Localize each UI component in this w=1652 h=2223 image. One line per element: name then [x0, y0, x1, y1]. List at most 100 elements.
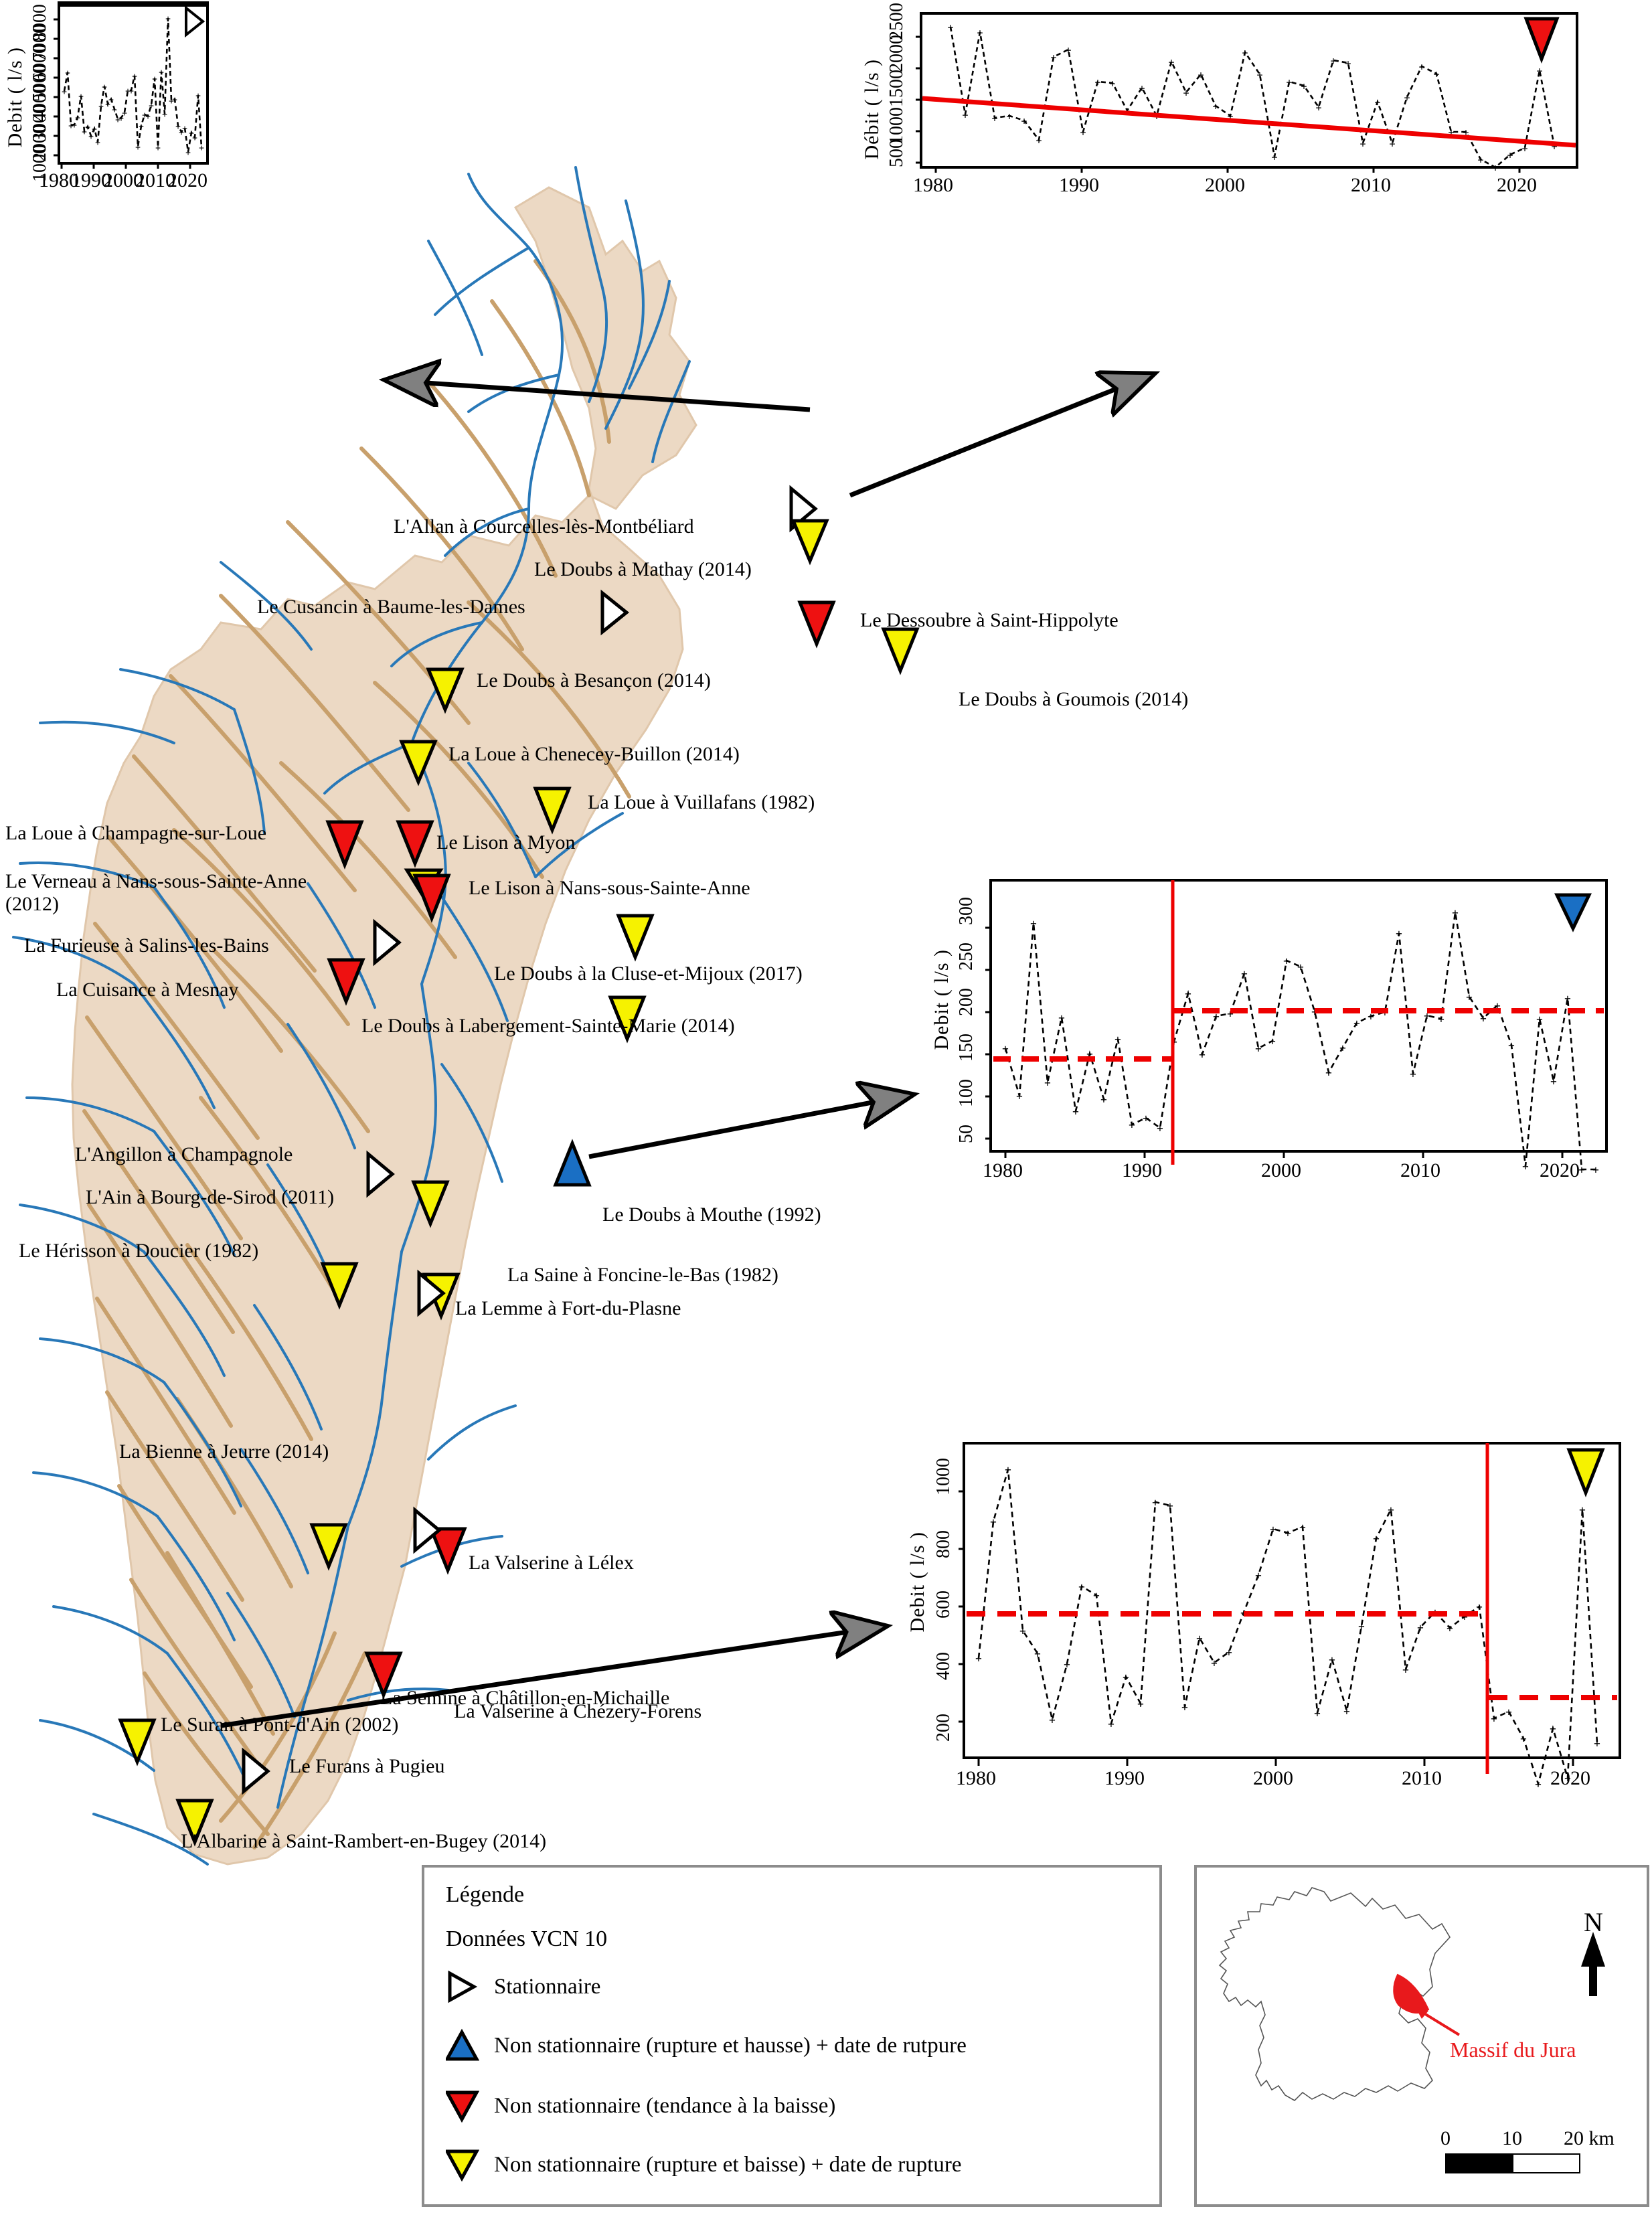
legend-item-stationnaire[interactable]: Stationnaire [446, 1969, 600, 2004]
svg-text:+: + [1402, 1663, 1409, 1676]
svg-text:+: + [977, 27, 983, 39]
svg-text:+: + [72, 120, 77, 131]
svg-text:+: + [1301, 80, 1307, 92]
svg-text:+: + [1466, 991, 1473, 1003]
svg-text:+: + [1564, 1772, 1571, 1785]
marker-doubs-goumois [881, 627, 920, 675]
svg-text:+: + [1521, 143, 1527, 155]
svg-text:+: + [1448, 127, 1454, 139]
svg-text:+: + [1447, 1622, 1453, 1635]
svg-text:+: + [1005, 1463, 1011, 1476]
svg-text:+: + [1535, 1778, 1542, 1791]
chart1-series [63, 17, 203, 153]
svg-text:+: + [139, 122, 144, 132]
station-label-doubs-besancon: Le Doubs à Besançon (2014) [477, 669, 711, 691]
svg-text:+: + [1507, 149, 1513, 161]
svg-text:+: + [1255, 1042, 1262, 1055]
svg-text:+: + [1181, 1701, 1188, 1714]
legend-item-tendance-baisse[interactable]: Non stationnaire (tendance à la baisse) [446, 2088, 835, 2123]
scale-tick-20: 20 km [1564, 2127, 1615, 2149]
chart-dessoubre-saint-hippolyte: Débit ( l/s ) 500 1000 1500 2000 2500 + +… [857, 0, 1652, 196]
legend-item-rupture-hausse[interactable]: Non stationnaire (rupture et hausse) + d… [446, 2028, 967, 2063]
chart3-xtick: 2020 [1540, 1159, 1580, 1181]
station-label-angillon-champagnole: L'Angillon à Champagnole [75, 1143, 293, 1165]
marker-doubs-mathay [791, 519, 829, 566]
legend-subtitle: Données VCN 10 [446, 1926, 608, 1951]
svg-text:+: + [1030, 917, 1037, 930]
legend-box: Légende Données VCN 10 Stationnaire Non … [422, 1865, 1162, 2207]
marker-valserine-lelex [428, 1527, 467, 1575]
svg-text:+: + [1433, 68, 1439, 80]
svg-text:+: + [192, 133, 197, 143]
svg-text:+: + [1064, 1658, 1070, 1671]
svg-text:+: + [1049, 1714, 1056, 1726]
svg-text:+: + [1021, 115, 1027, 127]
svg-text:+: + [1520, 1732, 1527, 1745]
svg-text:+: + [1137, 1698, 1144, 1710]
svg-text:+: + [1330, 55, 1336, 67]
svg-text:+: + [1058, 1011, 1065, 1024]
legend-label-tendance-baisse: Non stationnaire (tendance à la baisse) [494, 2093, 836, 2118]
svg-text:+: + [1157, 1122, 1163, 1135]
svg-text:+: + [1550, 1075, 1557, 1088]
chart2-xtick: 2000 [1205, 174, 1245, 196]
svg-text:+: + [1139, 82, 1145, 94]
svg-text:+: + [1463, 127, 1469, 139]
svg-text:+: + [1093, 1589, 1100, 1602]
station-label-saine-foncine: La Saine à Foncine-le-Bas (1982) [507, 1264, 778, 1286]
chart2-xtick: 1990 [1059, 174, 1099, 196]
chart3-svg: + + + + + + + + + + + + + + + + + + + + + + + + + + +… [985, 879, 1608, 1176]
svg-text:+: + [1002, 1042, 1009, 1055]
karst-ridge-lines [82, 259, 631, 1849]
chart-doubs-mouthe: Debit ( l/s ) 50 100 150 200 250 300 + + … [924, 830, 1633, 1258]
chart1-marker-stationnaire [185, 5, 205, 38]
marker-loue-chenecey [399, 740, 438, 787]
svg-text:+: + [1109, 78, 1115, 90]
svg-text:+: + [1108, 1718, 1114, 1730]
svg-text:+: + [1114, 1033, 1121, 1046]
svg-text:+: + [1072, 1105, 1079, 1118]
station-label-loue-champagne: La Loue à Champagne-sur-Loue [5, 822, 267, 844]
marker-doubs-besancon [426, 667, 465, 714]
right-triangle-white-icon [448, 1970, 478, 2003]
svg-text:+: + [1418, 61, 1424, 73]
svg-text:+: + [1269, 1035, 1276, 1048]
svg-text:+: + [1359, 138, 1366, 150]
station-label-valserine-lelex: La Valserine à Lélex [469, 1552, 634, 1574]
station-label-cusancin-baume: Le Cusancin à Baume-les-Dames [257, 596, 525, 618]
station-label-albarine-saint-rambert: L'Albarine à Saint-Rambert-en-Bugey (201… [181, 1830, 547, 1852]
svg-text:+: + [108, 95, 114, 105]
svg-text:+: + [165, 14, 171, 24]
svg-text:+: + [1404, 92, 1410, 104]
station-label-semine-chatillon: La Semine à Châtillon-en-Michaille [380, 1687, 670, 1709]
svg-text:+: + [62, 87, 67, 97]
legend-label-rupture-hausse: Non stationnaire (rupture et hausse) + d… [494, 2033, 967, 2058]
legend-label-rupture-baisse: Non stationnaire (rupture et baisse) + d… [494, 2152, 962, 2177]
legend-item-rupture-baisse[interactable]: Non stationnaire (rupture et baisse) + d… [446, 2147, 962, 2182]
svg-text:+: + [1579, 1503, 1586, 1516]
inset-region-label: Massif du Jura [1450, 2038, 1576, 2062]
station-label-lemme-fort-du-plasne: La Lemme à Fort-du-Plasne [455, 1297, 681, 1319]
france-outline [1218, 1887, 1451, 2101]
svg-text:+: + [135, 143, 141, 153]
svg-text:+: + [1270, 1523, 1276, 1536]
svg-text:+: + [975, 1652, 982, 1665]
svg-text:+: + [129, 86, 134, 96]
svg-text:+: + [189, 129, 194, 139]
station-label-suran-pont-dain: Le Suran à Pont-d'Ain (2002) [161, 1714, 399, 1736]
svg-text:+: + [122, 108, 127, 118]
svg-text:+: + [1564, 992, 1571, 1005]
svg-text:+: + [65, 68, 70, 78]
svg-text:+: + [1353, 1017, 1360, 1030]
station-label-doubs-labergement: Le Doubs à Labergement-Sainte-Marie (201… [361, 1015, 735, 1037]
marker-bienne-jeurre [309, 1523, 348, 1571]
svg-text:+: + [78, 92, 84, 102]
svg-text:+: + [1491, 1712, 1497, 1725]
svg-text:+: + [1256, 69, 1262, 81]
marker-angillon-champagnole [366, 1150, 395, 1198]
down-triangle-red-icon [446, 2090, 479, 2123]
station-label-verneau-nans: Le Verneau à Nans-sous-Sainte-Anne (2012… [5, 870, 307, 915]
chart4-series [977, 1469, 1598, 1787]
svg-text:+: + [155, 143, 161, 153]
svg-text:+: + [1241, 967, 1248, 980]
